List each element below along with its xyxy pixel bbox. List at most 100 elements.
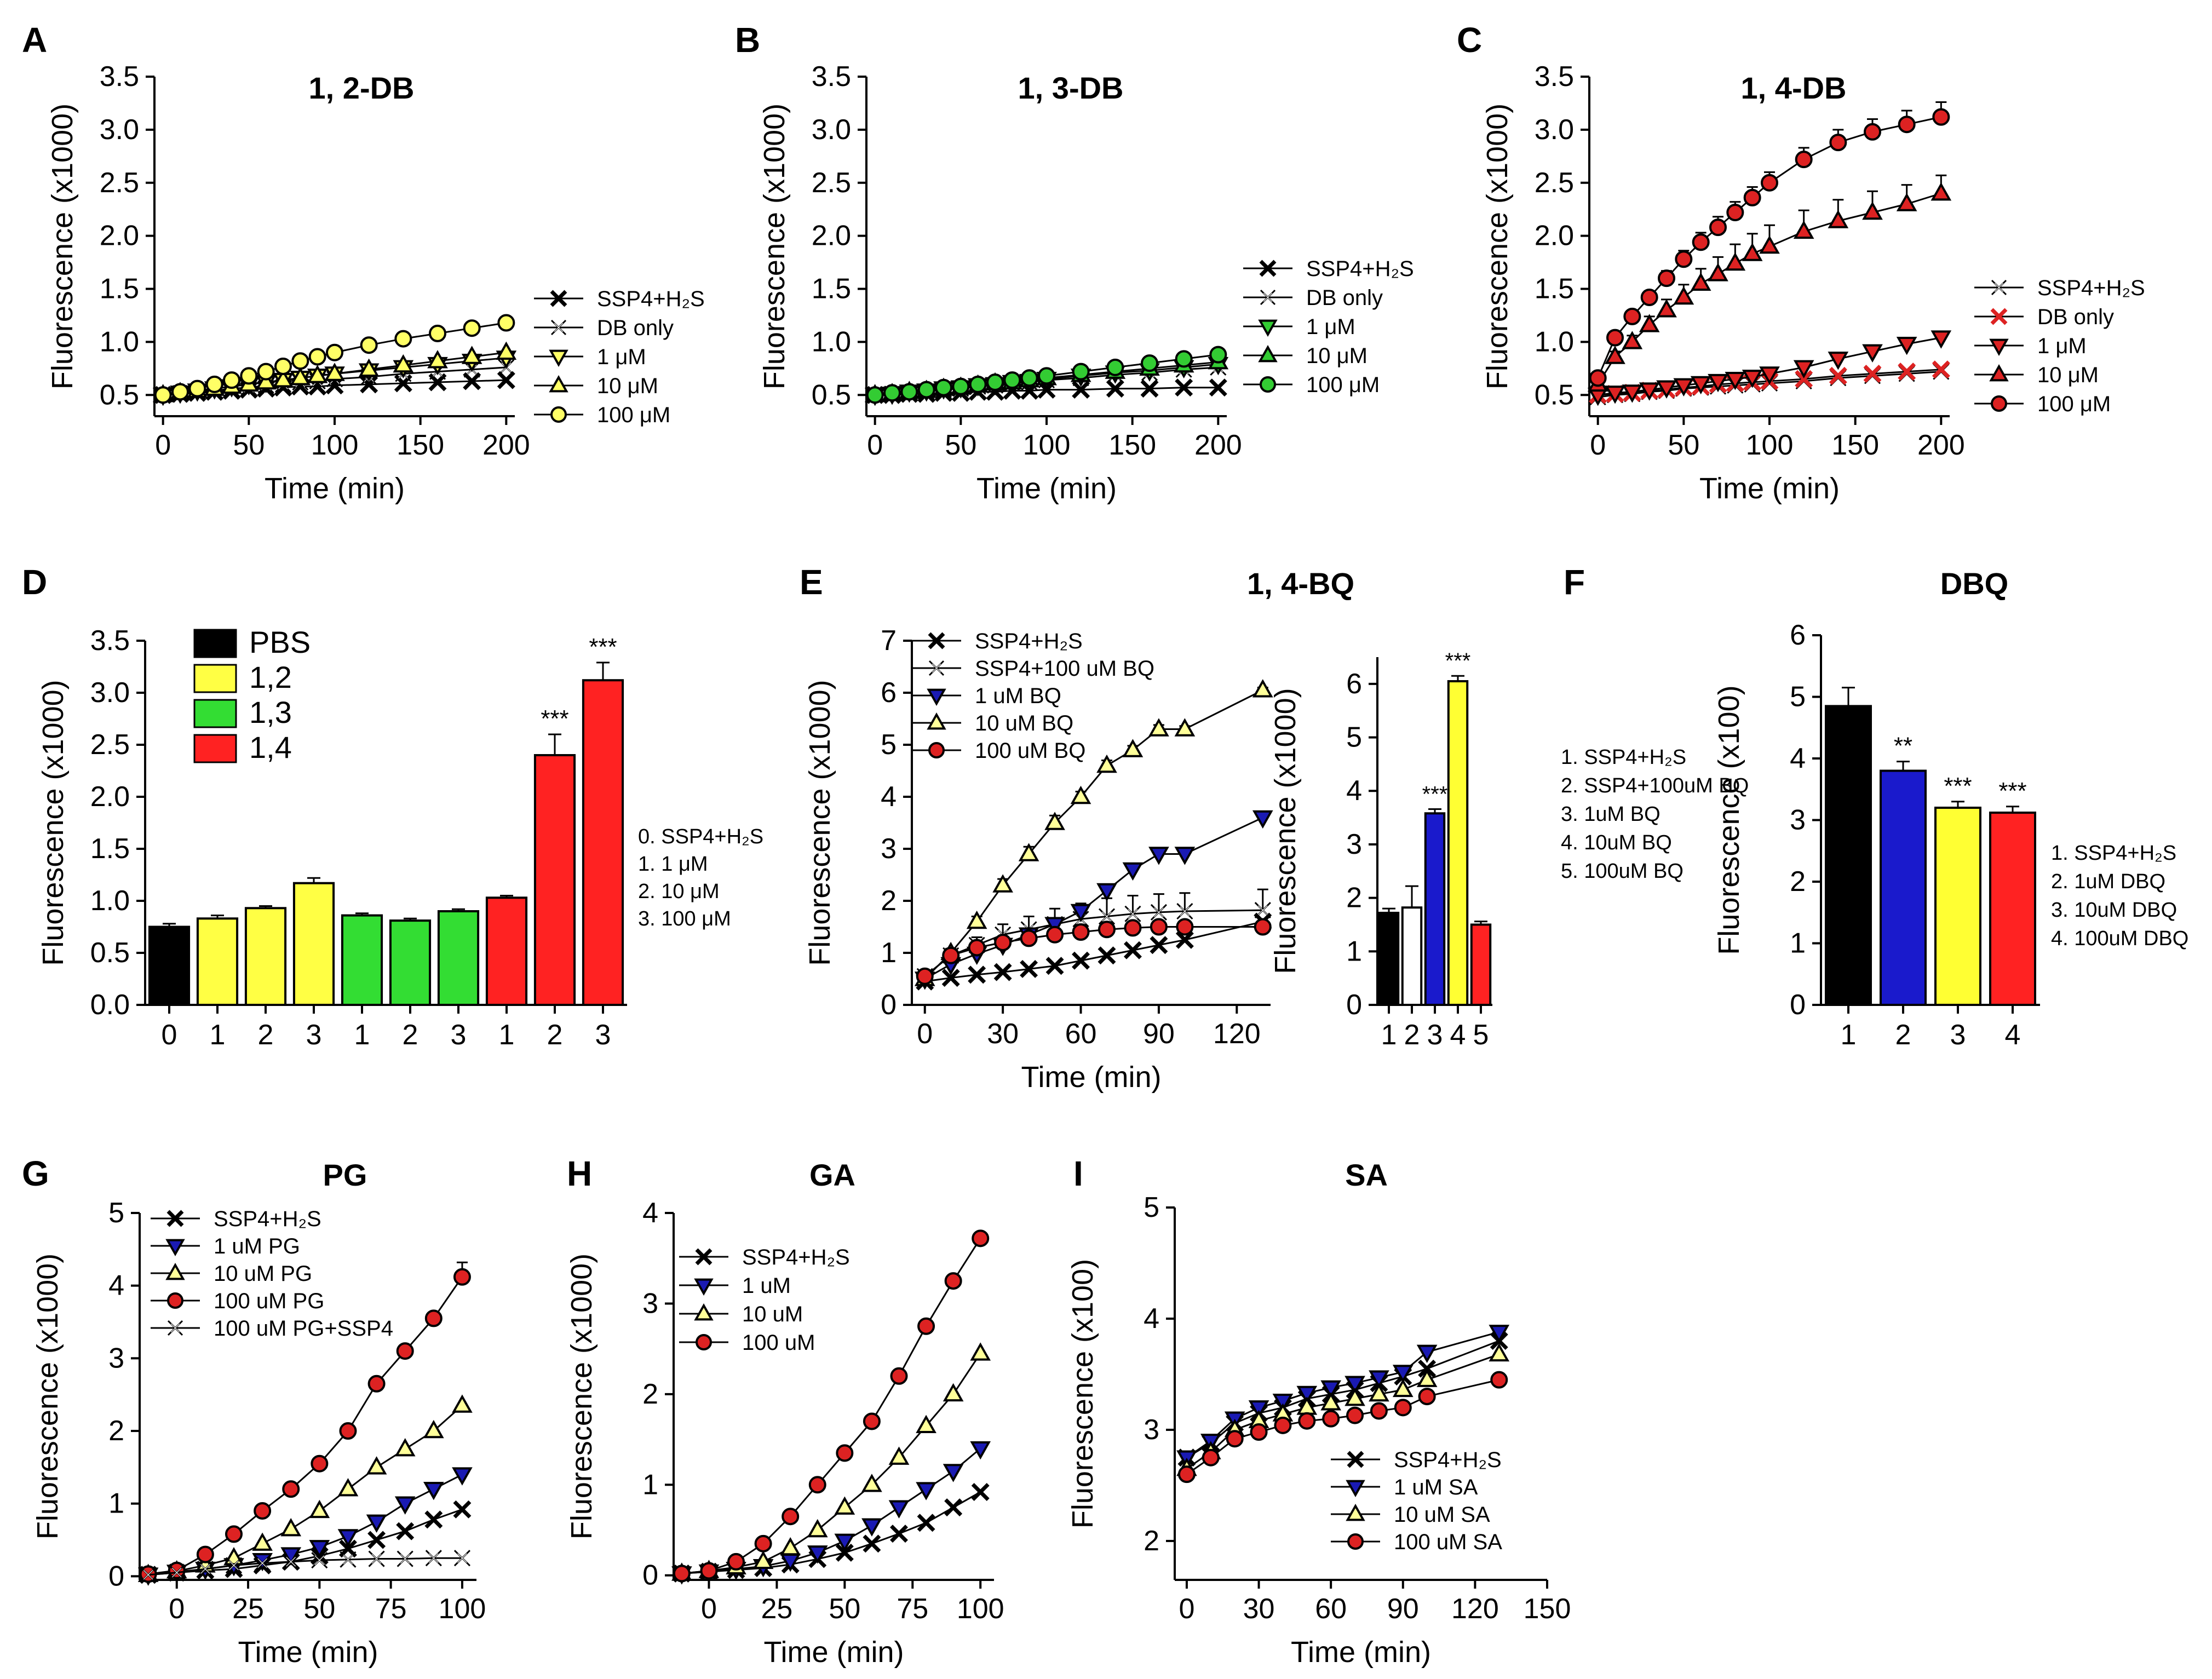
- x-tick-label: 1: [499, 1019, 515, 1051]
- data-point: [225, 1525, 243, 1543]
- marker-triangle-down: [1272, 1393, 1294, 1412]
- marker-x: [863, 1534, 881, 1553]
- data-point: [1150, 904, 1167, 921]
- panel-I: 2 3 4 5 0 30 60 90 120 150 Fluorescence (x100) Time…: [1066, 1154, 1571, 1669]
- data-point: [900, 383, 918, 401]
- data-point: [225, 1557, 243, 1574]
- legend-label: 100 uM BQ: [975, 739, 1085, 763]
- y-tick-label: 3.0: [100, 114, 139, 146]
- marker-triangle-up: [1369, 1383, 1389, 1402]
- data-point: [1692, 233, 1710, 251]
- data-point: [917, 381, 935, 399]
- marker-x-inner: [457, 1553, 467, 1563]
- series-100-um: [673, 1229, 990, 1583]
- legend-label: DB only: [1306, 286, 1383, 310]
- marker-circle: [700, 1562, 718, 1580]
- legend-swatch: [193, 734, 237, 763]
- marker-x-inner: [428, 1553, 439, 1563]
- data-point: [1931, 330, 1952, 349]
- marker-circle: [463, 319, 481, 337]
- marker-triangle-up: [1622, 331, 1643, 349]
- marker-triangle-up: [1931, 182, 1952, 201]
- bar: [1447, 680, 1469, 1006]
- x-tick-label: 50: [1668, 429, 1699, 461]
- data-point: [461, 346, 482, 364]
- data-point: [280, 1517, 302, 1537]
- y-tick-label: 2.0: [90, 781, 130, 813]
- marker-triangle-down: [1174, 847, 1196, 865]
- x-tick-label: 2: [403, 1019, 418, 1051]
- marker-circle: [1829, 134, 1847, 152]
- marker-circle: [1418, 1388, 1436, 1406]
- data-point: [1369, 1370, 1389, 1389]
- marker-circle: [1640, 289, 1658, 306]
- data-point: [1793, 360, 1814, 379]
- x-axis-label: Time (min): [764, 1636, 904, 1669]
- legend-marker: [167, 1320, 183, 1336]
- data-point: [254, 1555, 271, 1572]
- marker-x: [1829, 366, 1847, 385]
- x-tick-label: 150: [1831, 429, 1879, 461]
- data-point: [943, 1464, 964, 1482]
- marker-triangle-up: [1989, 364, 2009, 382]
- y-tick-label: 1: [642, 1469, 658, 1500]
- marker-triangle-up: [273, 369, 294, 388]
- marker-x-inner: [1102, 911, 1112, 922]
- marker-x-inner: [343, 1555, 353, 1565]
- legend-marker: [928, 742, 945, 758]
- data-point: [752, 1550, 774, 1569]
- marker-x-inner: [257, 1558, 267, 1568]
- panel-F: 0 1 2 3 4 5 6 Fluorescence (x100) F DBQ 1 ** 2 *** 3 **…: [1564, 562, 2188, 1051]
- legend-label: SSP4+H₂S: [2037, 276, 2145, 300]
- x-tick-label: 3: [306, 1019, 322, 1051]
- y-tick-label: 3: [1790, 804, 1806, 836]
- marker-circle: [1046, 925, 1064, 944]
- data-point: [1759, 366, 1780, 385]
- marker-triangle-up: [1742, 243, 1763, 261]
- legend-label: 10 uM: [742, 1302, 803, 1326]
- marker-circle: [257, 363, 275, 381]
- data-point: [367, 1375, 386, 1393]
- marker-x: [917, 1514, 935, 1532]
- bar: [196, 917, 239, 1007]
- y-axis-label: Fluorescence (x1000): [803, 680, 836, 965]
- marker-triangle-down: [1148, 847, 1169, 865]
- marker-circle: [1020, 929, 1038, 947]
- marker-triangle-up: [1096, 754, 1117, 773]
- marker-circle: [917, 1317, 935, 1335]
- data-point: [393, 354, 414, 373]
- marker-x-inner: [1994, 283, 2004, 292]
- marker-triangle-down: [861, 1518, 882, 1537]
- marker-circle: [1124, 919, 1142, 937]
- marker-circle: [453, 1268, 471, 1286]
- legend-label: 100 μM: [1306, 373, 1380, 397]
- data-point: [140, 1566, 157, 1583]
- y-tick-label: 3: [108, 1342, 124, 1374]
- data-point: [1589, 369, 1607, 387]
- y-tick-label: 1.0: [100, 326, 139, 358]
- legend-label: 10 μM: [597, 374, 658, 398]
- marker-circle: [1072, 363, 1090, 381]
- legend-label: SSP4+100 uM BQ: [975, 657, 1154, 681]
- data-point: [1759, 235, 1780, 254]
- y-tick-label: 2: [1790, 866, 1806, 898]
- legend-marker: [927, 712, 946, 730]
- x-tick-label: 200: [482, 429, 530, 461]
- y-tick-label: 3.0: [812, 114, 851, 146]
- data-point: [497, 371, 515, 389]
- data-point: [394, 330, 412, 348]
- marker-x: [367, 1531, 386, 1549]
- data-point: [944, 1498, 963, 1517]
- marker-x-inner: [1263, 292, 1273, 302]
- legend-label: 1 μM: [597, 345, 646, 369]
- x-tick-label: 0: [162, 1019, 177, 1051]
- data-point: [834, 1533, 855, 1553]
- marker-circle: [1623, 307, 1641, 325]
- marker-triangle-up: [280, 1517, 302, 1537]
- marker-triangle-down: [1708, 373, 1728, 393]
- legend: SSP4+H₂S 1 uM SA 10 uM SA 100 uM SA: [1331, 1448, 1502, 1554]
- data-point: [1656, 299, 1677, 318]
- legend-marker: [1990, 308, 2008, 325]
- marker-triangle-up: [165, 1262, 185, 1280]
- data-point: [970, 1342, 991, 1361]
